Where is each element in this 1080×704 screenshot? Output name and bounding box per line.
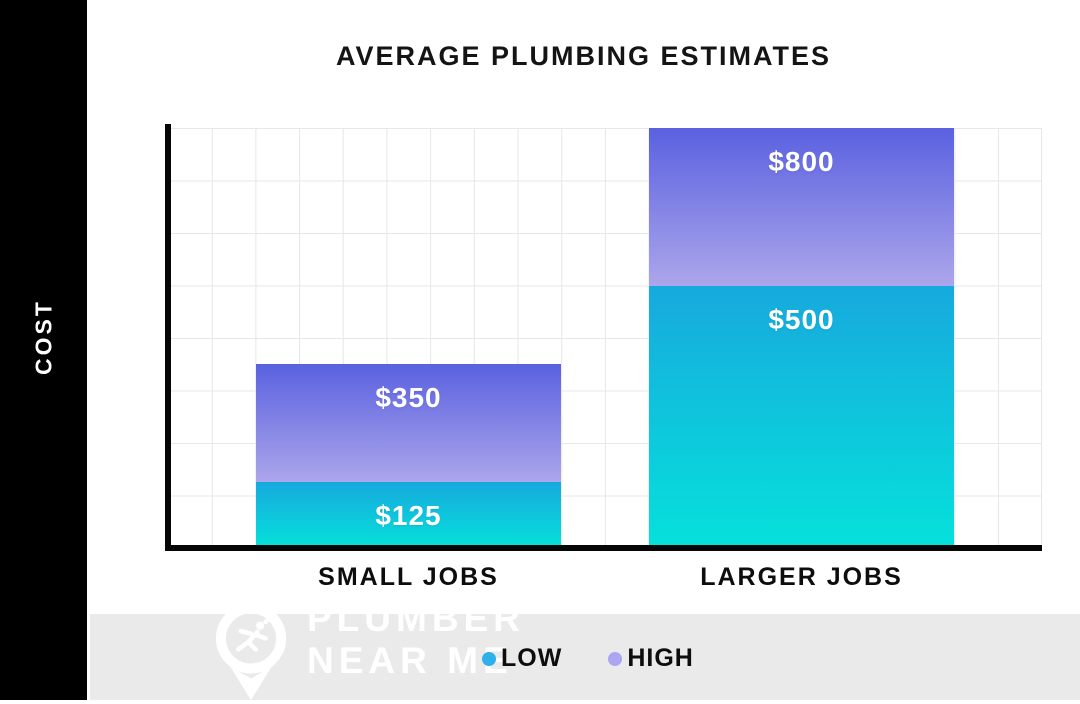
bar-segment-low: $500 bbox=[649, 285, 954, 548]
y-axis-line bbox=[165, 124, 171, 551]
legend-label-low: LOW bbox=[501, 644, 563, 672]
bar-segment-high: $350 bbox=[256, 364, 561, 483]
plumber-pin-logo-icon bbox=[215, 603, 287, 701]
running-plumber-figure bbox=[235, 614, 274, 652]
bar-value-label-low: $500 bbox=[768, 303, 835, 335]
legend-item-low: LOW bbox=[482, 644, 562, 673]
y-axis-title: COST bbox=[30, 299, 57, 375]
legend-item-high: HIGH bbox=[608, 644, 694, 673]
legend-label-high: HIGH bbox=[627, 644, 694, 672]
bar-segment-low: $125 bbox=[256, 482, 561, 548]
bar-segment-high: $800 bbox=[649, 128, 954, 286]
brand-line2: NEAR ME bbox=[307, 640, 513, 681]
bar-group-larger-jobs: $800 $500 bbox=[649, 128, 954, 548]
bar-value-label-low: $125 bbox=[375, 500, 442, 532]
footer-band: PLUMBER NEAR ME LOW HIGH bbox=[90, 598, 1080, 701]
bar-value-label-high: $800 bbox=[768, 146, 835, 177]
plot-area: $350 $125 SMALL JOBS $800 $500 LARGER JOBS bbox=[168, 128, 1042, 591]
bar-value-label-high: $350 bbox=[375, 382, 442, 414]
chart-title: AVERAGE PLUMBING ESTIMATES bbox=[335, 41, 832, 71]
cost-axis-band: COST bbox=[0, 0, 87, 700]
high-legend-dot-icon bbox=[608, 651, 623, 666]
x-axis-category-label: SMALL JOBS bbox=[318, 563, 499, 591]
brand-name: PLUMBER NEAR ME bbox=[307, 598, 525, 682]
bar-group-small-jobs: $350 $125 bbox=[256, 128, 561, 548]
legend: LOW HIGH bbox=[482, 644, 694, 673]
brand-line1: PLUMBER bbox=[307, 598, 525, 639]
brand-watermark: PLUMBER NEAR ME bbox=[205, 598, 525, 704]
low-legend-dot-icon bbox=[482, 651, 496, 666]
x-axis-category-label: LARGER JOBS bbox=[700, 563, 903, 591]
x-axis-line bbox=[165, 545, 1042, 551]
